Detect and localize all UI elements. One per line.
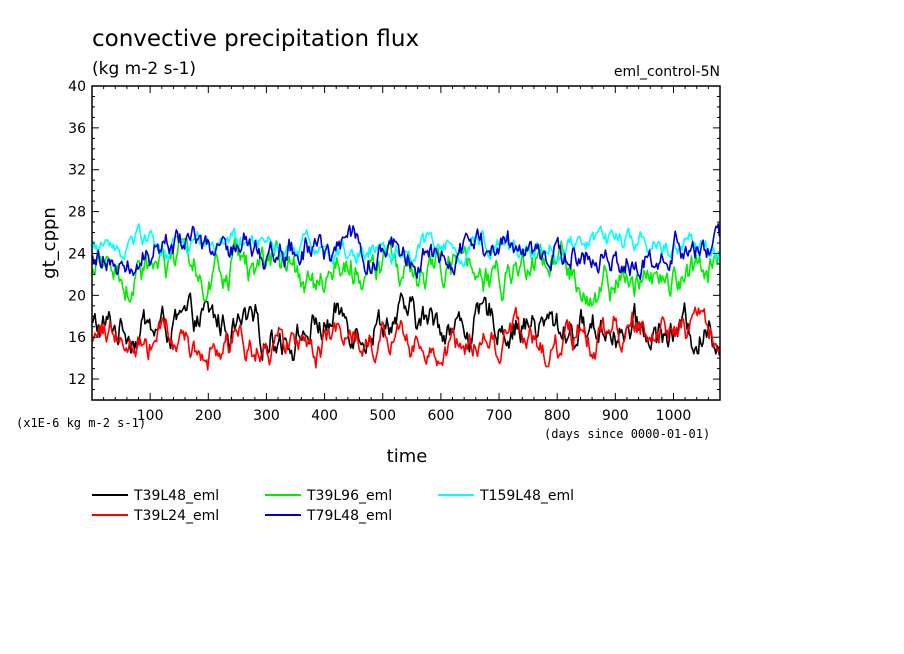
x-tick-label: 100	[137, 408, 164, 424]
y-tick-label: 32	[68, 163, 86, 179]
legend-label-T159L48_eml: T159L48_eml	[479, 488, 574, 504]
y-axis-label: gt_cppn	[39, 207, 60, 279]
y-tick-label: 20	[68, 288, 86, 304]
x-tick-label: 500	[369, 408, 396, 424]
x-tick-label: 200	[195, 408, 222, 424]
plot-frame	[91, 85, 721, 401]
series-line-T159L48_eml	[91, 223, 721, 268]
x-tick-label: 300	[253, 408, 280, 424]
x-tick-label: 800	[544, 408, 571, 424]
x-units-note: (days since 0000-01-01)	[544, 427, 710, 441]
legend-label-T39L96_eml: T39L96_eml	[306, 488, 392, 504]
x-tick-label: 600	[428, 408, 455, 424]
y-tick-label: 24	[68, 246, 86, 262]
y-scale-note: (x1E-6 kg m-2 s-1)	[16, 416, 146, 430]
series-line-T39L24_eml	[91, 306, 721, 371]
chart-title: convective precipitation flux	[92, 26, 419, 52]
legend-label-T79L48_eml: T79L48_eml	[306, 508, 392, 524]
y-tick-label: 40	[68, 79, 86, 95]
legend-label-T39L24_eml: T39L24_eml	[133, 508, 219, 524]
ticks-layer: 12 16 20 24 28 32 36 40 100 200 300 400 500 600 700 800…	[68, 79, 720, 424]
experiment-label: eml_control-5N	[614, 64, 720, 80]
x-tick-label: 700	[486, 408, 513, 424]
series-line-T39L48_eml	[91, 292, 721, 362]
x-tick-label: 900	[602, 408, 629, 424]
x-tick-label: 1000	[656, 408, 692, 424]
series-layer	[91, 223, 721, 371]
y-tick-label: 16	[68, 330, 86, 346]
series-line-T79L48_eml	[91, 223, 721, 281]
x-axis-label: time	[387, 446, 428, 467]
y-tick-label: 36	[68, 121, 86, 137]
chart-units: (kg m-2 s-1)	[92, 59, 196, 79]
legend-label-T39L48_eml: T39L48_eml	[133, 488, 219, 504]
y-tick-label: 28	[68, 205, 86, 221]
y-tick-label: 12	[68, 372, 86, 388]
x-tick-label: 400	[311, 408, 338, 424]
legend: T39L48_eml T39L96_eml T159L48_eml T39L24_em…	[92, 488, 574, 524]
